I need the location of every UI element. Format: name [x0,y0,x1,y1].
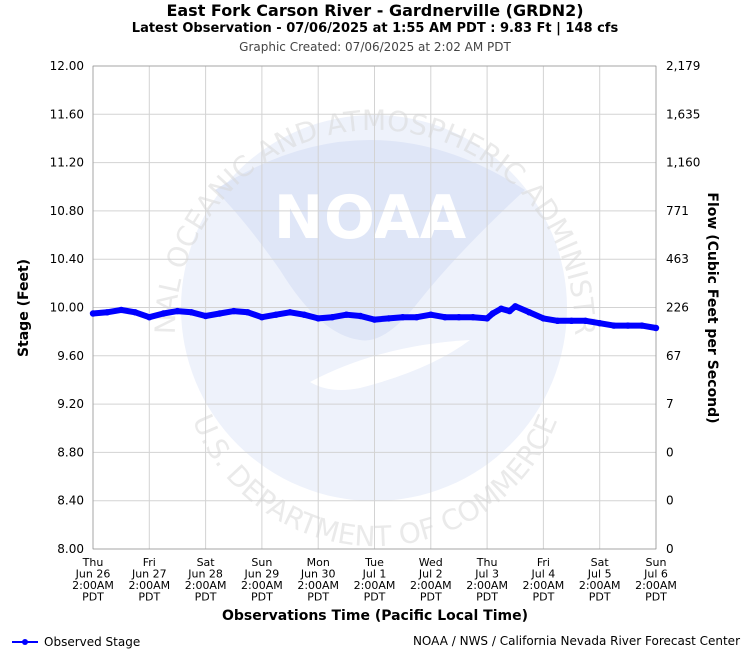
data-point [526,309,533,316]
series-group [89,303,660,332]
y-tick-label: 10.80 [50,204,84,218]
y2-axis-ticks: 2,179 1,635 1,160 771 463 226 67 7 0 0 0 [666,59,700,556]
data-point [315,315,322,322]
data-point [244,309,251,316]
y-tick-label: 9.60 [57,349,84,363]
data-point [103,309,111,316]
data-point [399,314,406,321]
data-point [568,317,575,324]
x-tick-label: Sat Jul 5 2:00AM PDT [579,556,621,604]
data-point [118,306,125,314]
y2-axis-label: Flow (Cubic Feet per Second) [704,192,720,423]
y2-tick-label: 0 [666,445,674,459]
data-point [427,311,434,318]
grid [92,65,657,550]
data-point [300,311,308,318]
data-point [596,320,603,327]
x-tick-label: Sun Jun 29 2:00AM PDT [241,556,283,604]
y-tick-label: 8.00 [57,542,84,556]
data-point [230,307,237,315]
x-tick-label: Fri Jun 27 2:00AM PDT [128,556,170,604]
data-point [371,316,378,323]
data-point [483,315,491,322]
data-point [469,314,477,321]
y-tick-label: 12.00 [50,59,84,73]
y2-tick-label: 771 [666,204,689,218]
y2-tick-label: 1,160 [666,156,700,170]
data-point [216,310,223,317]
y-tick-label: 10.00 [50,301,84,315]
data-point [413,314,420,321]
data-point [132,309,139,316]
data-point [329,314,336,321]
y2-tick-label: 226 [666,301,689,315]
data-point [174,307,181,315]
x-tick-label: Thu Jun 26 2:00AM PDT [72,556,114,604]
chart-title: East Fork Carson River - Gardnerville (G… [166,1,584,20]
x-tick-label: Wed Jul 2 2:00AM PDT [410,556,452,604]
x-axis-ticks: Thu Jun 26 2:00AM PDT Fri Jun 27 2:00AM PDT Sat J… [72,556,677,604]
data-point [554,317,561,324]
y2-tick-label: 463 [666,252,689,266]
y2-tick-label: 7 [666,397,674,411]
graphic-created: Graphic Created: 07/06/2025 at 2:02 AM P… [239,40,511,54]
y2-tick-label: 1,635 [666,107,700,121]
data-point [498,305,505,312]
x-tick-label: Tue Jul 1 2:00AM PDT [354,556,396,604]
y-axis-ticks: 12.00 11.60 11.20 10.80 10.40 10.00 9.60 9.20 8.… [50,59,84,556]
data-point [258,314,266,321]
x-tick-label: Sat Jun 28 2:00AM PDT [185,556,227,604]
y2-tick-label: 0 [666,542,674,556]
y-tick-label: 11.60 [50,107,84,121]
y2-tick-label: 67 [666,349,681,363]
x-tick-label: Fri Jul 4 2:00AM PDT [523,556,565,604]
data-point [272,311,280,318]
y-tick-label: 9.20 [57,397,84,411]
x-tick-label: Mon Jun 30 2:00AM PDT [297,556,339,604]
data-point [540,315,547,322]
data-point [160,310,167,317]
data-point [512,303,519,310]
noaa-logo-wave [310,340,470,390]
noaa-logo-text: NOAA [274,183,467,253]
legend-marker-icon [12,636,38,648]
y2-tick-label: 2,179 [666,59,700,73]
y-axis-label: Stage (Feet) [16,259,32,357]
credit-text: NOAA / NWS / California Nevada River For… [412,634,740,648]
data-point [385,315,392,322]
data-point [652,324,660,332]
data-point [286,309,294,316]
x-tick-label: Thu Jul 3 2:00AM PDT [466,556,508,604]
plot-frame [92,65,657,550]
x-axis-label: Observations Time (Pacific Local Time) [222,608,528,624]
y2-tick-label: 0 [666,494,674,508]
y-tick-label: 10.40 [50,252,84,266]
data-point [624,322,632,329]
data-point [455,314,463,321]
data-point [582,317,589,324]
y-tick-label: 11.20 [50,156,84,170]
noaa-logo-bird [215,140,525,341]
latest-observation: Latest Observation - 07/06/2025 at 1:55 … [131,21,619,36]
data-point [506,307,513,315]
data-point [202,312,209,320]
data-point [188,309,195,316]
data-point [638,322,646,329]
x-tick-label: Sun Jul 6 2:00AM PDT [635,556,677,604]
data-point [610,322,617,329]
data-point [146,314,153,321]
data-point [441,314,449,321]
noaa-watermark: NOAA NATIONAL OCEANIC AND ATMOSPHERIC AD… [0,0,601,553]
data-point [89,310,97,317]
data-point [489,310,496,317]
legend: Observed Stage [12,634,140,650]
legend-label: Observed Stage [44,635,141,649]
y-tick-label: 8.40 [57,494,84,508]
data-point [357,312,364,320]
y-tick-label: 8.80 [57,445,84,459]
data-point [343,311,350,318]
